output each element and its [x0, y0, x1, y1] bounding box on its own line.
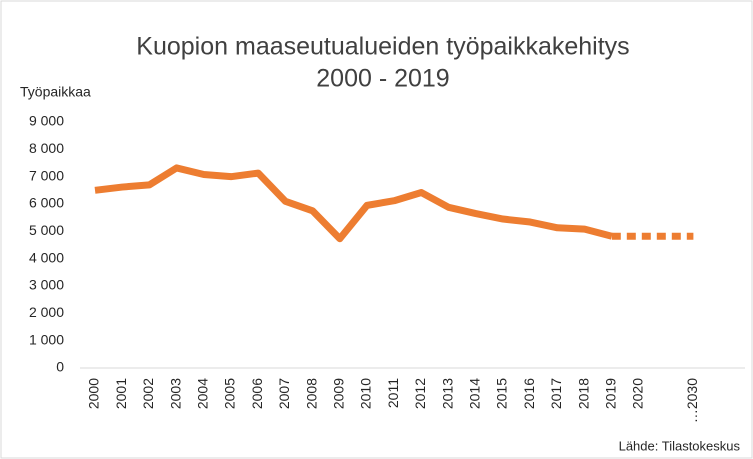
y-tick-label: 4 000 [29, 249, 64, 265]
y-tick-label: 8 000 [29, 140, 64, 156]
x-tick-label: 2014 [467, 378, 483, 409]
x-tick-label: 2007 [276, 378, 292, 409]
x-tick-label: 2012 [412, 378, 428, 409]
chart-subtitle: 2000 - 2019 [316, 65, 449, 93]
y-tick-label: 7 000 [29, 167, 64, 183]
y-tick-label: 0 [56, 359, 64, 375]
source: Lähde: Tilastokeskus [619, 438, 741, 453]
chart-title: Kuopion maaseutualueiden työpaikkakehity… [136, 33, 629, 61]
y-tick-label: 6 000 [29, 195, 64, 211]
x-tick-label: 2008 [303, 378, 319, 409]
x-tick-label: 2010 [358, 378, 374, 409]
y-tick-label: 2 000 [29, 304, 64, 320]
x-tick-label: 2003 [167, 378, 183, 409]
y-tick-label: 3 000 [29, 277, 64, 293]
x-tick-label: 2019 [603, 378, 619, 409]
x-tick-label: 2018 [575, 378, 591, 409]
y-tick-label: 5 000 [29, 222, 64, 238]
data-line [94, 164, 613, 243]
y-tick-label: 1 000 [29, 331, 64, 347]
y-tick-label: 9 000 [29, 113, 64, 129]
x-tick-label: 2011 [385, 378, 401, 408]
x-tick-label: 2017 [548, 378, 564, 409]
x-tick-label: 2006 [249, 378, 265, 409]
x-tick-label: …2030 [684, 378, 700, 423]
x-tick-label: 2004 [195, 378, 211, 409]
x-tick-label: 2005 [222, 378, 238, 409]
x-tick-label: 2013 [439, 378, 455, 409]
x-tick-label: 2009 [331, 378, 347, 409]
x-tick-label: 2020 [630, 378, 646, 409]
x-tick-label: 2015 [494, 378, 510, 409]
y-axis-label: Työpaikkaa [20, 84, 91, 100]
x-tick-label: 2002 [140, 378, 156, 409]
x-tick-label: 2016 [521, 378, 537, 409]
x-tick-label: 2001 [113, 378, 129, 409]
x-tick-label: 2000 [86, 378, 102, 409]
